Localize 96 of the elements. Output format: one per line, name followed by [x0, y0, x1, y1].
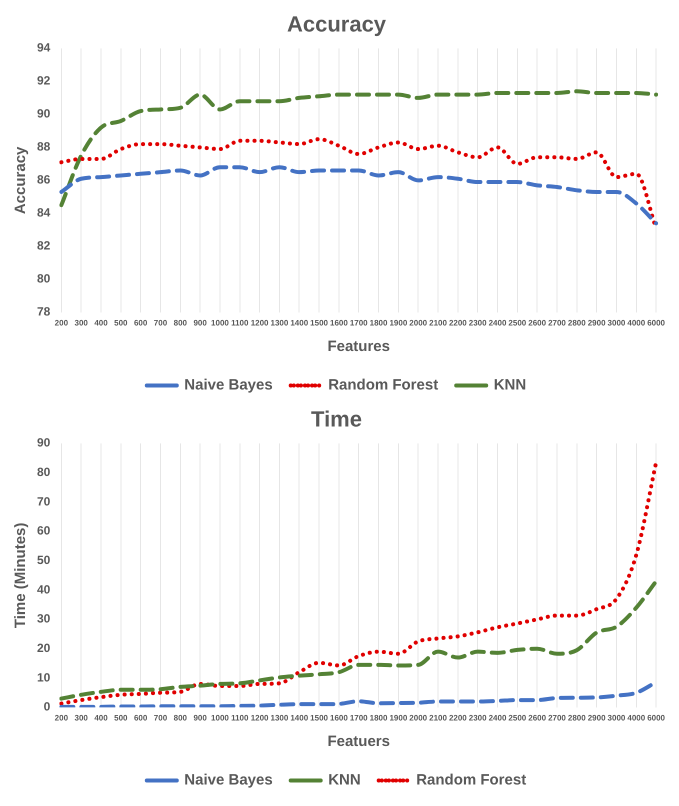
y-tick-label: 82	[36, 238, 51, 253]
x-tick-label: 2700	[548, 713, 566, 722]
x-tick-label: 3000	[608, 318, 626, 328]
x-tick-label: 1900	[389, 318, 408, 328]
y-tick-label: 10	[36, 670, 51, 684]
x-tick-label: 700	[154, 318, 168, 328]
x-tick-label: 3000	[608, 713, 626, 722]
y-tick-label: 84	[36, 206, 51, 220]
x-tick-label: 1000	[211, 713, 230, 722]
y-tick-label: 70	[36, 494, 51, 508]
y-axis-title: Accuracy	[12, 146, 30, 214]
x-tick-label: 1500	[310, 318, 329, 328]
x-tick-label: 4000	[627, 713, 646, 722]
y-tick-label: 80	[36, 272, 51, 286]
x-tick-label: 1400	[290, 318, 309, 328]
y-axis-title: Time (Minutes)	[12, 522, 30, 628]
x-tick-label: 200	[54, 713, 69, 722]
x-tick-label: 1300	[270, 318, 289, 328]
x-tick-label: 2000	[409, 318, 428, 328]
x-tick-label: 1800	[370, 318, 388, 328]
x-tick-label: 2400	[488, 713, 507, 722]
x-tick-label: 2900	[588, 713, 606, 722]
x-tick-label: 500	[114, 318, 128, 328]
x-tick-label: 4000	[627, 318, 646, 328]
x-tick-label: 1100	[231, 713, 249, 722]
y-tick-label: 86	[36, 172, 51, 187]
y-tick-label: 94	[36, 40, 51, 55]
x-tick-label: 200	[54, 318, 69, 328]
x-tick-label: 2000	[409, 713, 428, 722]
y-tick-label: 80	[36, 465, 51, 480]
x-tick-label: 2700	[548, 318, 566, 328]
x-tick-label: 900	[193, 713, 208, 722]
x-tick-label: 2100	[429, 713, 448, 722]
y-tick-label: 20	[36, 641, 51, 656]
x-tick-label: 2300	[468, 713, 488, 722]
y-tick-label: 88	[36, 140, 51, 154]
x-axis-title: Featuers	[327, 733, 390, 750]
x-tick-label: 1000	[211, 318, 230, 328]
x-tick-label: 300	[74, 318, 88, 328]
y-tick-label: 90	[36, 436, 51, 450]
x-tick-label: 2300	[468, 318, 488, 328]
x-tick-label: 1500	[310, 713, 329, 722]
x-tick-label: 1900	[389, 713, 408, 722]
x-tick-label: 2100	[429, 318, 448, 328]
x-tick-label: 1700	[350, 318, 368, 328]
x-tick-label: 600	[134, 318, 148, 328]
chart-title: Accuracy	[286, 11, 387, 36]
x-tick-label: 1700	[350, 713, 368, 722]
x-tick-label: 300	[74, 713, 88, 722]
x-tick-label: 1200	[250, 318, 270, 328]
y-tick-label: 30	[36, 612, 51, 626]
x-axis-title: Features	[327, 338, 390, 356]
x-tick-label: 800	[174, 713, 188, 722]
y-tick-label: 0	[44, 700, 51, 714]
y-tick-label: 50	[36, 553, 51, 568]
x-tick-label: 2200	[448, 713, 468, 722]
legend-label: Naive Bayes	[184, 376, 273, 394]
x-tick-label: 2800	[568, 318, 586, 328]
x-tick-label: 1400	[290, 713, 309, 722]
x-tick-label: 1600	[330, 713, 348, 722]
x-tick-label: 1100	[231, 318, 249, 328]
x-tick-label: 1600	[330, 318, 348, 328]
x-tick-label: 600	[134, 713, 148, 722]
x-tick-label: 1300	[270, 713, 289, 722]
x-tick-label: 400	[94, 713, 108, 722]
legend-label: Naive Bayes	[184, 772, 273, 789]
x-tick-label: 500	[114, 713, 128, 722]
line-series	[59, 579, 658, 701]
legend-label: KNN	[494, 376, 526, 394]
x-tick-label: 2400	[488, 318, 507, 328]
x-tick-label: 700	[154, 713, 168, 722]
y-tick-label: 78	[36, 304, 51, 319]
y-tick-label: 40	[36, 582, 51, 596]
legend-label: KNN	[328, 772, 361, 789]
legend-label: Random Forest	[328, 376, 438, 394]
x-tick-label: 1200	[250, 713, 270, 722]
x-tick-label: 2500	[508, 318, 527, 328]
x-tick-label: 2200	[448, 318, 468, 328]
x-tick-label: 800	[174, 318, 188, 328]
x-tick-label: 1800	[370, 713, 388, 722]
line-series	[59, 165, 658, 226]
x-tick-label: 2500	[508, 713, 527, 722]
x-tick-label: 2600	[528, 318, 547, 328]
y-tick-label: 60	[36, 524, 51, 538]
x-tick-label: 6000	[647, 713, 666, 722]
legend-label: Random Forest	[416, 772, 526, 789]
x-tick-label: 2900	[588, 318, 606, 328]
y-tick-label: 92	[36, 74, 51, 88]
x-tick-label: 400	[94, 318, 108, 328]
y-tick-label: 90	[36, 106, 51, 121]
x-tick-label: 2800	[568, 713, 586, 722]
x-tick-label: 900	[193, 318, 208, 328]
line-series	[59, 89, 658, 208]
chart-title: Time	[311, 406, 362, 432]
x-tick-label: 2600	[528, 713, 547, 722]
x-tick-label: 6000	[647, 318, 666, 328]
